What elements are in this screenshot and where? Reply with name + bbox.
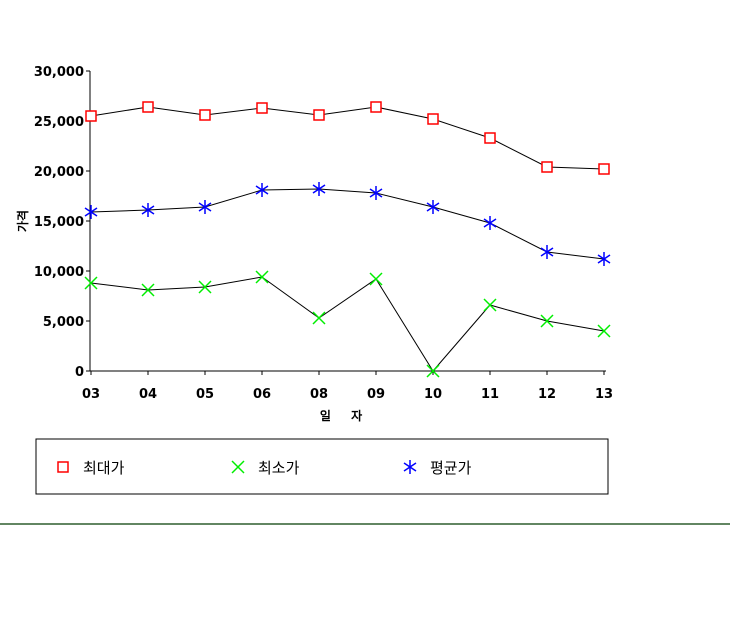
data-point-square xyxy=(256,102,268,114)
data-point-asterisk xyxy=(141,203,155,217)
data-point-asterisk xyxy=(255,183,269,197)
x-tick-label: 03 xyxy=(82,387,100,402)
data-point-asterisk xyxy=(198,200,212,214)
data-point-x xyxy=(597,324,611,338)
data-point-asterisk xyxy=(312,182,326,196)
series-lines xyxy=(90,106,605,372)
y-tick-label: 20,000 xyxy=(34,165,84,180)
data-point-square xyxy=(370,101,382,113)
y-tick-label: 15,000 xyxy=(34,215,84,230)
data-point-square xyxy=(142,101,154,113)
x-tick-label: 08 xyxy=(310,387,328,402)
data-point-x xyxy=(255,270,269,284)
data-point-asterisk xyxy=(597,252,611,266)
data-point-square xyxy=(85,110,97,122)
legend-marker-square xyxy=(57,461,69,473)
data-point-square xyxy=(313,109,325,121)
legend-label: 평균가 xyxy=(430,459,472,477)
data-point-x xyxy=(483,298,497,312)
x-tick-label: 09 xyxy=(367,387,385,402)
legend-label: 최대가 xyxy=(83,459,125,477)
data-point-x xyxy=(84,276,98,290)
data-point-asterisk xyxy=(369,186,383,200)
data-point-square xyxy=(484,132,496,144)
data-point-asterisk xyxy=(84,205,98,219)
y-tick-label: 30,000 xyxy=(34,65,84,80)
x-axis-title: 일 자 xyxy=(320,408,370,423)
series-line-asterisk xyxy=(90,188,605,260)
data-point-asterisk xyxy=(483,216,497,230)
legend: 최대가 최소가 평균가 xyxy=(35,438,609,495)
y-tick-label: 0 xyxy=(75,365,84,380)
x-tick-label: 05 xyxy=(196,387,214,402)
x-tick-label: 12 xyxy=(538,387,556,402)
x-tick-label: 04 xyxy=(139,387,157,402)
x-ticks: 03 04 05 06 08 09 10 11 12 13 xyxy=(82,371,613,402)
y-tick-label: 10,000 xyxy=(34,265,84,280)
legend-label: 최소가 xyxy=(258,459,300,477)
data-point-asterisk xyxy=(426,200,440,214)
data-point-x xyxy=(198,280,212,294)
series-line-square xyxy=(90,106,605,170)
series-line-x xyxy=(90,276,605,372)
y-axis-title: 가격 xyxy=(15,210,30,232)
data-point-square xyxy=(541,161,553,173)
legend-items: 최대가 최소가 평균가 xyxy=(57,459,472,477)
y-ticks: 0 5,000 10,000 15,000 20,000 25,000 30,000 xyxy=(34,65,90,380)
data-point-x xyxy=(540,314,554,328)
data-point-square xyxy=(427,113,439,125)
legend-box xyxy=(35,438,609,495)
data-point-x xyxy=(312,311,326,325)
data-point-square xyxy=(199,109,211,121)
x-tick-label: 11 xyxy=(481,387,499,402)
data-point-x xyxy=(426,364,440,378)
x-tick-label: 06 xyxy=(253,387,271,402)
data-point-x xyxy=(369,272,383,286)
data-point-square xyxy=(598,163,610,175)
y-tick-label: 25,000 xyxy=(34,115,84,130)
axes xyxy=(89,71,606,372)
x-tick-label: 10 xyxy=(424,387,442,402)
legend-marker-asterisk xyxy=(403,460,417,474)
data-point-asterisk xyxy=(540,245,554,259)
series-markers xyxy=(84,101,611,378)
data-point-x xyxy=(141,283,155,297)
y-tick-label: 5,000 xyxy=(43,315,84,330)
x-tick-label: 13 xyxy=(595,387,613,402)
legend-marker-x xyxy=(231,460,245,474)
